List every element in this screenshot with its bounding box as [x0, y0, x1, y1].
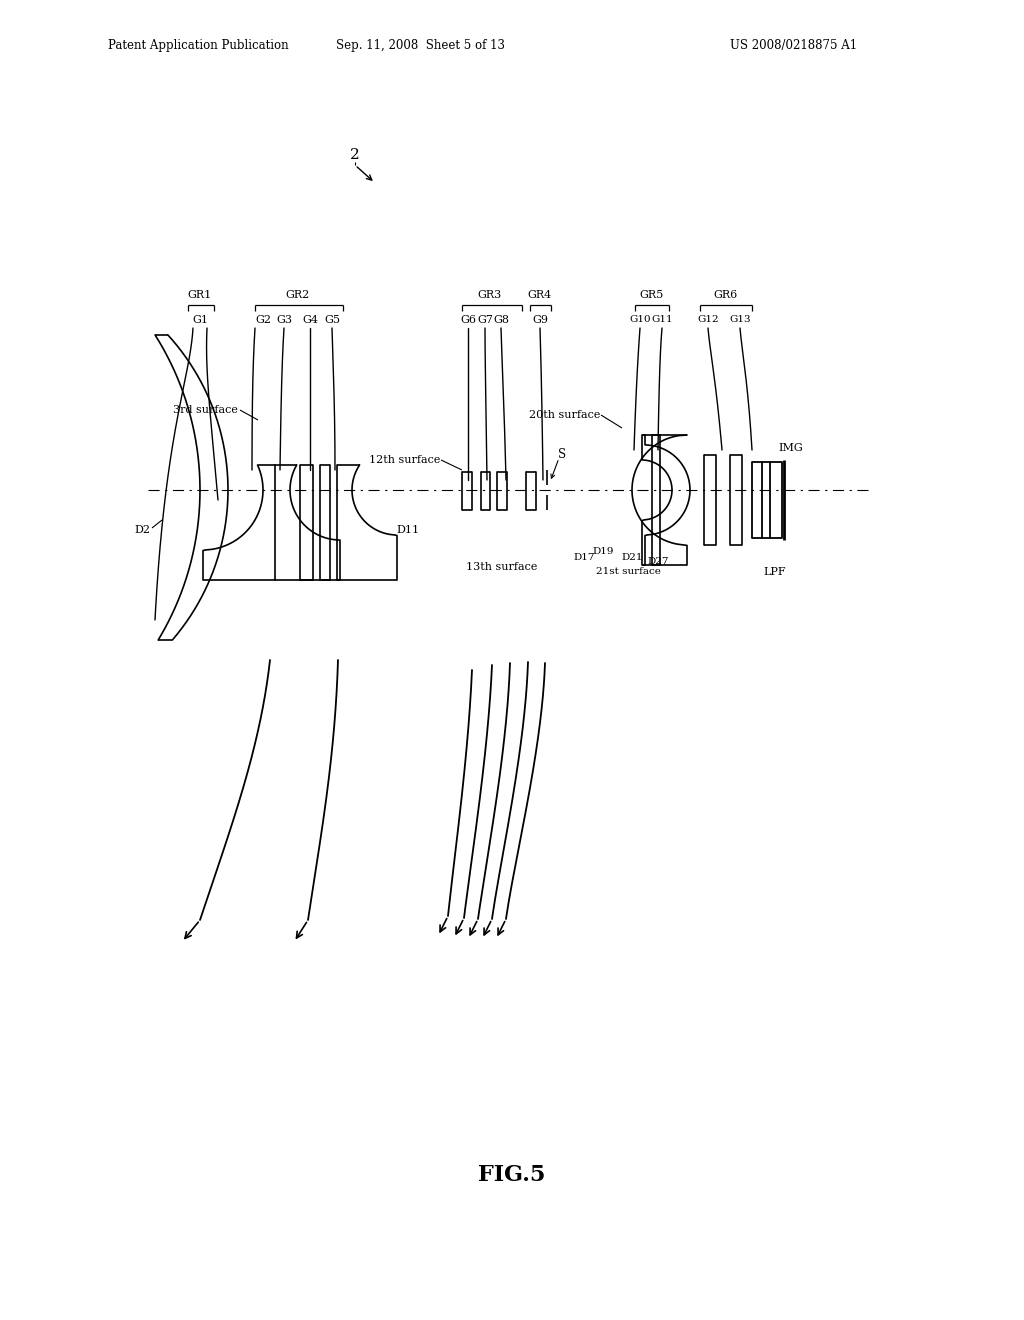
Text: G3: G3 — [276, 315, 292, 325]
Text: D17: D17 — [573, 553, 595, 562]
Text: 20th surface: 20th surface — [528, 411, 600, 420]
Text: IMG: IMG — [778, 444, 804, 453]
Text: S: S — [558, 449, 566, 462]
Text: 21st surface: 21st surface — [596, 568, 660, 577]
Text: G13: G13 — [729, 315, 751, 325]
Text: G9: G9 — [532, 315, 548, 325]
Text: D27: D27 — [647, 557, 669, 566]
Text: D11: D11 — [396, 525, 420, 535]
Text: GR5: GR5 — [639, 290, 664, 300]
Text: G2: G2 — [255, 315, 271, 325]
Text: D2: D2 — [134, 525, 150, 535]
Text: Patent Application Publication: Patent Application Publication — [108, 38, 289, 51]
Text: GR6: GR6 — [713, 290, 737, 300]
Text: G6: G6 — [460, 315, 476, 325]
Text: 3rd surface: 3rd surface — [173, 405, 238, 414]
Text: GR1: GR1 — [187, 290, 212, 300]
Text: FIG.5: FIG.5 — [478, 1164, 546, 1185]
Text: G11: G11 — [651, 315, 673, 325]
Text: US 2008/0218875 A1: US 2008/0218875 A1 — [730, 38, 857, 51]
Text: GR3: GR3 — [478, 290, 502, 300]
Text: GR2: GR2 — [286, 290, 310, 300]
Text: G7: G7 — [477, 315, 493, 325]
Text: D21: D21 — [622, 553, 643, 561]
Text: G4: G4 — [302, 315, 318, 325]
Text: G12: G12 — [697, 315, 719, 325]
Text: G1: G1 — [193, 315, 208, 325]
Text: 2: 2 — [350, 148, 359, 162]
Text: G5: G5 — [324, 315, 340, 325]
Text: Sep. 11, 2008  Sheet 5 of 13: Sep. 11, 2008 Sheet 5 of 13 — [336, 38, 505, 51]
Text: GR4: GR4 — [528, 290, 552, 300]
Text: D19: D19 — [592, 548, 613, 557]
Text: G10: G10 — [629, 315, 651, 325]
Text: G8: G8 — [493, 315, 509, 325]
Text: LPF: LPF — [764, 568, 786, 577]
Text: 13th surface: 13th surface — [466, 562, 538, 572]
Text: 12th surface: 12th surface — [369, 455, 440, 465]
